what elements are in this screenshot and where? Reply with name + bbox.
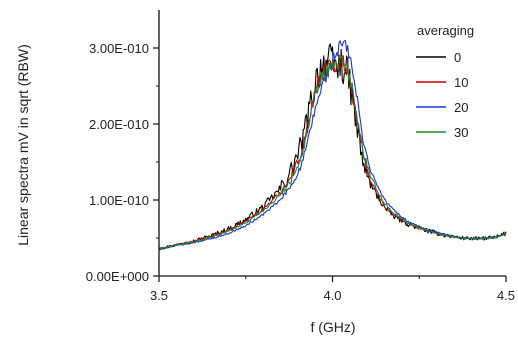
x-tick-label: 3.5: [150, 288, 168, 303]
series-line-30: [158, 55, 507, 250]
y-axis-title: Linear spectra mV in sqrt (RBW): [15, 44, 31, 246]
x-axis-title: f (GHz): [310, 319, 355, 335]
y-tick-label: 3.00E-010: [89, 41, 149, 56]
series-line-20: [158, 40, 507, 250]
y-tick-label: 1.00E-010: [89, 193, 149, 208]
x-tick-label: 4.5: [497, 288, 515, 303]
series-layer: [158, 40, 507, 251]
legend-label-20: 20: [454, 100, 468, 115]
x-tick-label: 4.0: [323, 288, 341, 303]
legend-label-0: 0: [454, 50, 461, 65]
legend-label-10: 10: [454, 75, 468, 90]
legend: 0 10 20 30: [416, 50, 468, 140]
y-tick-label: 2.00E-010: [89, 117, 149, 132]
legend-label-30: 30: [454, 125, 468, 140]
legend-title: averaging: [417, 23, 474, 38]
y-tick-label: 0.00E+000: [86, 269, 149, 284]
axes-layer: 0.00E+000 1.00E-010 2.00E-010 3.00E-010 3.5 4…: [86, 10, 515, 303]
